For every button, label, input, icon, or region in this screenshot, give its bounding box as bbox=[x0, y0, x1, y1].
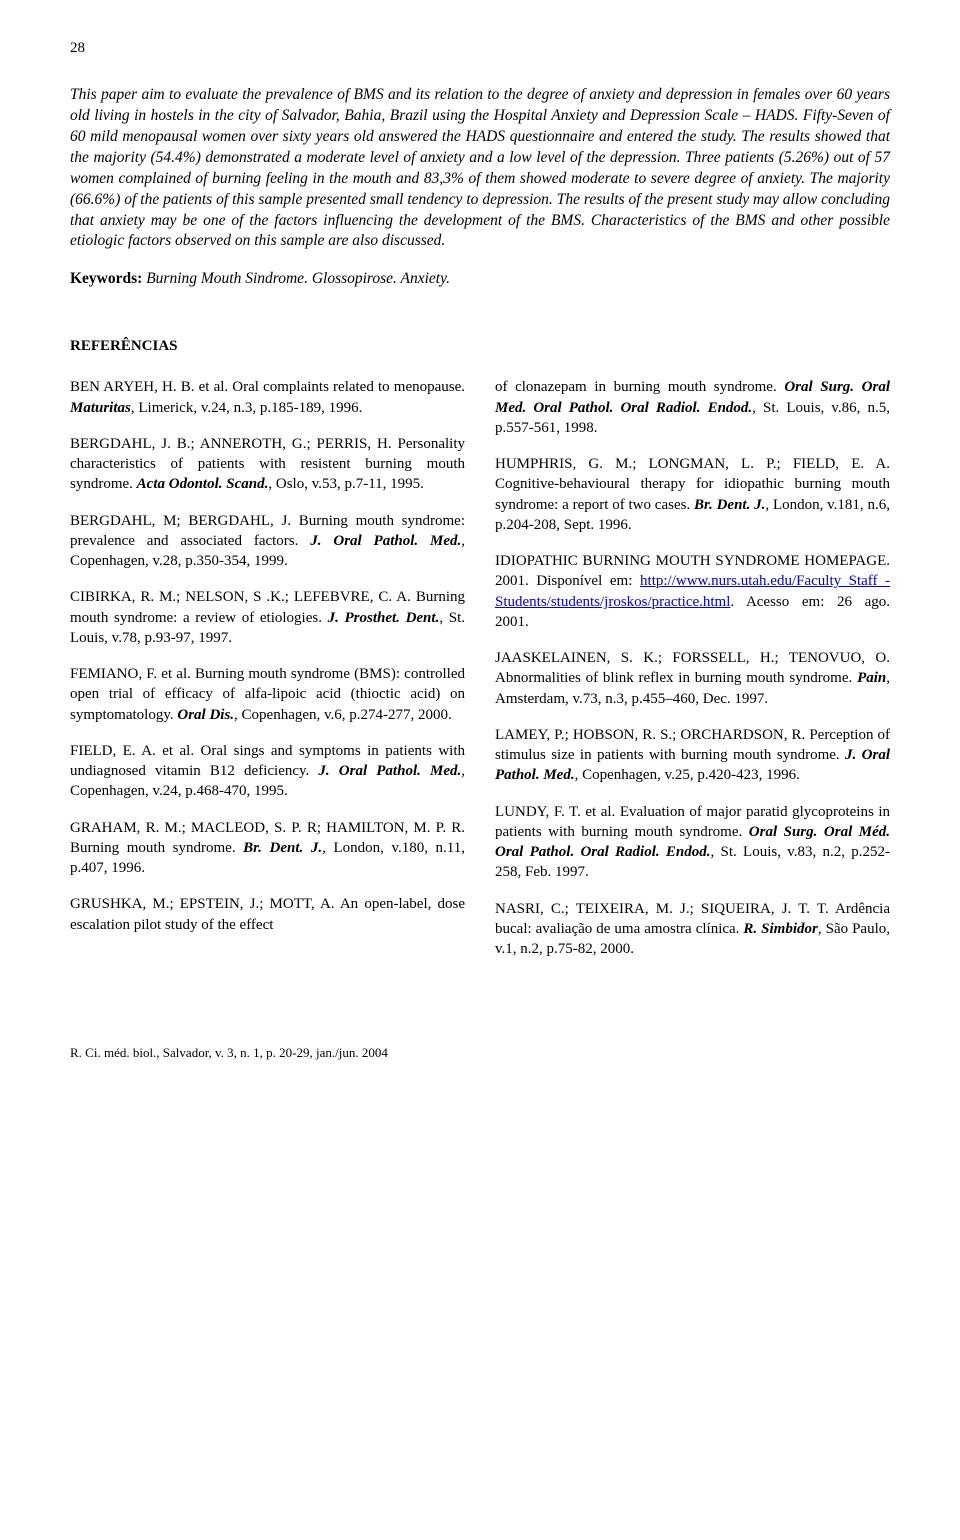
page-footer: R. Ci. méd. biol., Salvador, v. 3, n. 1,… bbox=[70, 1045, 890, 1061]
reference-entry: FEMIANO, F. et al. Burning mouth syndrom… bbox=[70, 664, 465, 725]
reference-text: JAASKELAINEN, S. K.; FORSSELL, H.; TENOV… bbox=[495, 650, 890, 686]
reference-text: , Copenhagen, v.6, p.274-277, 2000. bbox=[234, 707, 452, 723]
reference-entry: BERGDAHL, J. B.; ANNEROTH, G.; PERRIS, H… bbox=[70, 434, 465, 495]
abstract-text: This paper aim to evaluate the prevalenc… bbox=[70, 86, 890, 249]
reference-journal: Br. Dent. J. bbox=[243, 840, 322, 856]
reference-entry: LUNDY, F. T. et al. Evaluation of major … bbox=[495, 802, 890, 883]
reference-text: , Oslo, v.53, p.7-11, 1995. bbox=[268, 476, 424, 492]
reference-entry: FIELD, E. A. et al. Oral sings and sympt… bbox=[70, 741, 465, 802]
reference-entry: BEN ARYEH, H. B. et al. Oral complaints … bbox=[70, 377, 465, 418]
reference-entry: NASRI, C.; TEIXEIRA, M. J.; SIQUEIRA, J.… bbox=[495, 899, 890, 960]
references-left-column: BEN ARYEH, H. B. et al. Oral complaints … bbox=[70, 377, 465, 975]
reference-entry: LAMEY, P.; HOBSON, R. S.; ORCHARDSON, R.… bbox=[495, 725, 890, 786]
reference-journal: Pain bbox=[857, 670, 886, 686]
page-number: 28 bbox=[70, 40, 890, 57]
reference-journal: R. Simbidor bbox=[743, 921, 817, 937]
reference-journal: Acta Odontol. Scand. bbox=[137, 476, 269, 492]
reference-entry: HUMPHRIS, G. M.; LONGMAN, L. P.; FIELD, … bbox=[495, 454, 890, 535]
reference-text: BEN ARYEH, H. B. et al. Oral complaints … bbox=[70, 379, 465, 395]
reference-text: GRUSHKA, M.; EPSTEIN, J.; MOTT, A. An op… bbox=[70, 896, 465, 932]
reference-text: of clonazepam in burning mouth syndrome. bbox=[495, 379, 784, 395]
keywords-text: Burning Mouth Sindrome. Glossopirose. An… bbox=[142, 270, 450, 287]
reference-text: , Limerick, v.24, n.3, p.185-189, 1996. bbox=[131, 400, 363, 416]
reference-entry: of clonazepam in burning mouth syndrome.… bbox=[495, 377, 890, 438]
abstract-paragraph: This paper aim to evaluate the prevalenc… bbox=[70, 85, 890, 252]
reference-text: LAMEY, P.; HOBSON, R. S.; ORCHARDSON, R.… bbox=[495, 727, 890, 763]
reference-journal: J. Oral Pathol. Med. bbox=[318, 763, 461, 779]
reference-entry: BERGDAHL, M; BERGDAHL, J. Burning mouth … bbox=[70, 511, 465, 572]
reference-entry: GRUSHKA, M.; EPSTEIN, J.; MOTT, A. An op… bbox=[70, 894, 465, 935]
reference-entry: GRAHAM, R. M.; MACLEOD, S. P. R; HAMILTO… bbox=[70, 818, 465, 879]
keywords-label: Keywords: bbox=[70, 270, 142, 287]
references-columns: BEN ARYEH, H. B. et al. Oral complaints … bbox=[70, 377, 890, 975]
reference-journal: Oral Dis. bbox=[177, 707, 234, 723]
references-heading: REFERÊNCIAS bbox=[70, 338, 890, 355]
reference-entry: IDIOPATHIC BURNING MOUTH SYNDROME HOMEPA… bbox=[495, 551, 890, 632]
keywords-line: Keywords: Burning Mouth Sindrome. Glosso… bbox=[70, 270, 890, 288]
references-right-column: of clonazepam in burning mouth syndrome.… bbox=[495, 377, 890, 975]
reference-entry: CIBIRKA, R. M.; NELSON, S .K.; LEFEBVRE,… bbox=[70, 587, 465, 648]
reference-text: , Copenhagen, v.25, p.420-423, 1996. bbox=[575, 767, 800, 783]
reference-journal: Br. Dent. J. bbox=[694, 497, 765, 513]
reference-journal: Maturitas bbox=[70, 400, 131, 416]
reference-journal: J. Oral Pathol. Med. bbox=[310, 533, 461, 549]
reference-journal: J. Prosthet. Dent. bbox=[328, 610, 440, 626]
reference-entry: JAASKELAINEN, S. K.; FORSSELL, H.; TENOV… bbox=[495, 648, 890, 709]
